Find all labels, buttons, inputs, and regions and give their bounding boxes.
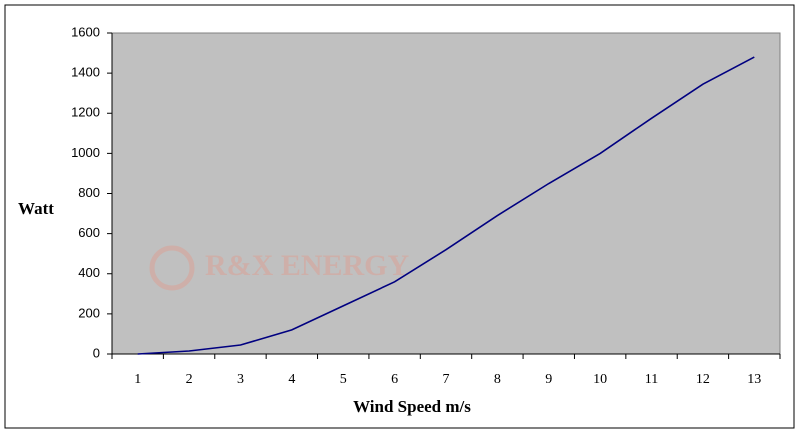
y-tick-label: 0 xyxy=(93,345,100,360)
x-tick-label: 7 xyxy=(443,372,450,387)
x-tick-label: 6 xyxy=(391,372,398,387)
y-tick-label: 600 xyxy=(78,225,100,240)
y-tick-label: 200 xyxy=(78,305,100,320)
y-tick-label: 1600 xyxy=(71,24,100,39)
x-tick-label: 10 xyxy=(593,372,607,387)
series-line xyxy=(137,56,755,355)
x-axis-title: Wind Speed m/s xyxy=(353,397,471,416)
y-tick-label: 1200 xyxy=(71,105,100,120)
x-tick-label: 12 xyxy=(696,372,710,387)
y-axis-title: Watt xyxy=(18,199,54,218)
plot-area xyxy=(111,32,781,355)
x-tick-label: 2 xyxy=(186,372,193,387)
x-tick-label: 8 xyxy=(494,372,501,387)
x-tick-label: 13 xyxy=(747,372,761,387)
watermark-logo xyxy=(149,245,195,291)
x-tick-label: 1 xyxy=(134,372,141,387)
x-tick-label: 4 xyxy=(288,372,295,387)
y-tick-label: 1000 xyxy=(71,145,100,160)
x-tick-label: 5 xyxy=(340,372,347,387)
y-tick-label: 400 xyxy=(78,265,100,280)
x-tick-label: 9 xyxy=(545,372,552,387)
watermark: R&X ENERGY xyxy=(205,249,410,282)
y-tick-label: 1400 xyxy=(71,65,100,80)
x-tick-label: 11 xyxy=(645,372,658,387)
y-tick-label: 800 xyxy=(78,185,100,200)
x-tick-label: 3 xyxy=(237,372,244,387)
